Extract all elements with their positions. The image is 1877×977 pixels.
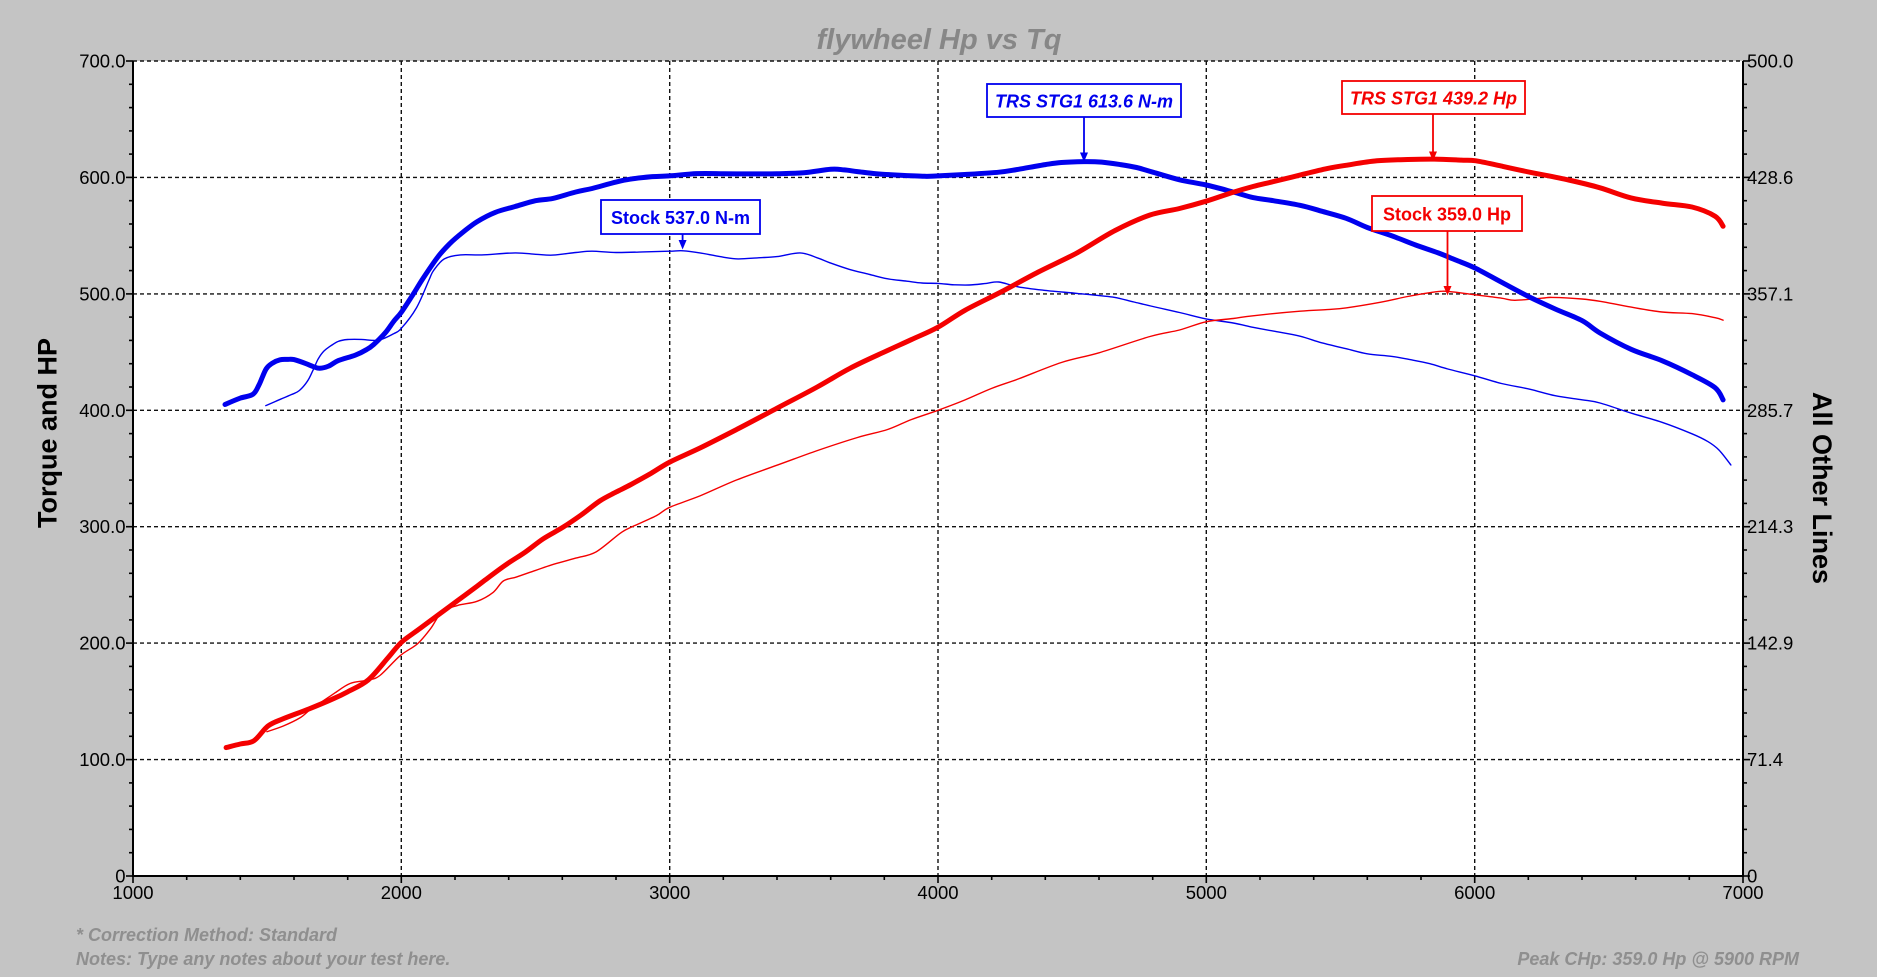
svg-text:Stock 537.0 N-m: Stock 537.0 N-m	[611, 208, 750, 228]
svg-text:400.0: 400.0	[79, 400, 125, 421]
svg-text:Torque and HP: Torque and HP	[33, 338, 63, 528]
svg-text:357.1: 357.1	[1747, 283, 1793, 304]
svg-text:700.0: 700.0	[79, 51, 125, 72]
svg-text:200.0: 200.0	[79, 633, 125, 654]
svg-text:3000: 3000	[649, 882, 690, 903]
svg-text:142.9: 142.9	[1747, 633, 1793, 654]
svg-text:500.0: 500.0	[1747, 51, 1793, 72]
svg-text:TRS STG1 613.6 N-m: TRS STG1 613.6 N-m	[995, 92, 1173, 112]
svg-text:1000: 1000	[112, 882, 153, 903]
svg-text:Notes: Type any notes about yo: Notes: Type any notes about your test he…	[76, 949, 450, 969]
svg-text:285.7: 285.7	[1747, 400, 1793, 421]
svg-text:Stock 359.0 Hp: Stock 359.0 Hp	[1383, 205, 1511, 225]
svg-text:* Correction Method: Standard: * Correction Method: Standard	[76, 925, 338, 945]
svg-text:300.0: 300.0	[79, 516, 125, 537]
svg-text:600.0: 600.0	[79, 167, 125, 188]
svg-text:214.3: 214.3	[1747, 516, 1793, 537]
svg-text:4000: 4000	[917, 882, 958, 903]
svg-text:5000: 5000	[1186, 882, 1227, 903]
svg-text:500.0: 500.0	[79, 283, 125, 304]
svg-text:0: 0	[1747, 866, 1757, 887]
svg-text:0: 0	[115, 866, 125, 887]
svg-text:flywheel Hp vs Tq: flywheel Hp vs Tq	[817, 24, 1062, 56]
svg-text:100.0: 100.0	[79, 749, 125, 770]
svg-text:Peak CHp: 359.0 Hp @ 5900 RPM: Peak CHp: 359.0 Hp @ 5900 RPM	[1517, 949, 1800, 969]
svg-text:6000: 6000	[1454, 882, 1495, 903]
svg-text:2000: 2000	[381, 882, 422, 903]
svg-text:TRS STG1 439.2 Hp: TRS STG1 439.2 Hp	[1350, 89, 1517, 109]
svg-text:7000: 7000	[1722, 882, 1763, 903]
svg-text:71.4: 71.4	[1747, 749, 1783, 770]
svg-text:428.6: 428.6	[1747, 167, 1793, 188]
svg-text:All Other Lines: All Other Lines	[1807, 392, 1837, 584]
